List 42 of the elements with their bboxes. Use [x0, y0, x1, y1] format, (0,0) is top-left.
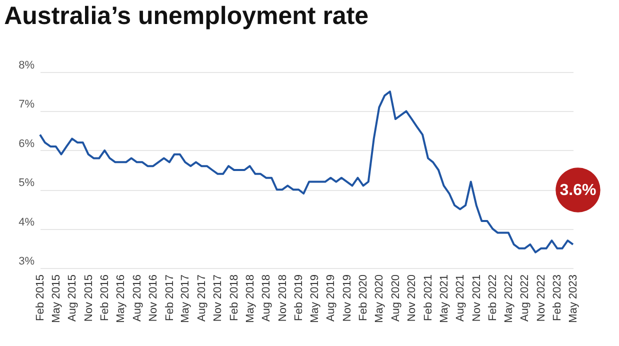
- x-tick-label: Aug 2018: [260, 274, 273, 322]
- x-tick-label: Nov 2015: [82, 274, 95, 322]
- x-tick-label: May 2023: [568, 274, 580, 323]
- x-tick-label: May 2016: [115, 274, 128, 323]
- x-tick-label: Aug 2016: [131, 274, 144, 322]
- x-tick-label: Aug 2017: [196, 274, 208, 322]
- y-tick-label: 3%: [18, 256, 35, 268]
- x-tick-label: Nov 2021: [470, 274, 483, 322]
- x-tick-label: May 2018: [244, 274, 256, 323]
- x-tick-label: Nov 2020: [406, 274, 418, 322]
- x-tick-label: May 2019: [308, 274, 321, 323]
- x-tick-label: Nov 2017: [212, 274, 224, 322]
- x-tick-label: Feb 2020: [358, 274, 370, 321]
- x-tick-label: May 2022: [502, 274, 515, 323]
- x-tick-label: May 2017: [180, 274, 192, 323]
- x-tick-label: Feb 2021: [422, 274, 435, 321]
- y-tick-label: 5%: [18, 177, 35, 190]
- x-tick-label: Feb 2019: [293, 274, 306, 321]
- x-tick-label: Nov 2018: [276, 274, 289, 322]
- x-tick-label: May 2015: [50, 274, 62, 323]
- annotation: 3.6%: [560, 182, 596, 199]
- x-tick-label: Nov 2022: [535, 274, 548, 322]
- x-tick-label: Feb 2015: [34, 274, 46, 321]
- x-tick-label: Aug 2021: [454, 274, 467, 322]
- x-tick-label: Feb 2022: [487, 274, 500, 321]
- y-tick-label: 8%: [18, 60, 35, 72]
- x-tick-label: May 2020: [374, 274, 386, 323]
- x-tick-label: Feb 2023: [552, 274, 564, 321]
- x-tick-label: Feb 2016: [99, 274, 112, 321]
- x-tick-label: Nov 2016: [148, 274, 160, 322]
- x-tick-label: Aug 2019: [325, 274, 338, 322]
- x-tick-label: Nov 2019: [341, 274, 354, 322]
- x-tick-label: Aug 2022: [519, 274, 532, 322]
- chart-title: Australia’s unemployment rate: [4, 2, 369, 30]
- x-tick-label: Feb 2017: [164, 274, 176, 321]
- x-tick-label: Aug 2020: [390, 274, 402, 322]
- x-tick-label: Feb 2018: [228, 274, 241, 321]
- x-tick-label: Aug 2015: [66, 274, 79, 322]
- y-tick-label: 4%: [18, 216, 35, 228]
- x-tick-label: May 2021: [438, 274, 450, 323]
- y-tick-label: 7%: [18, 98, 35, 111]
- y-tick-label: 6%: [18, 138, 35, 150]
